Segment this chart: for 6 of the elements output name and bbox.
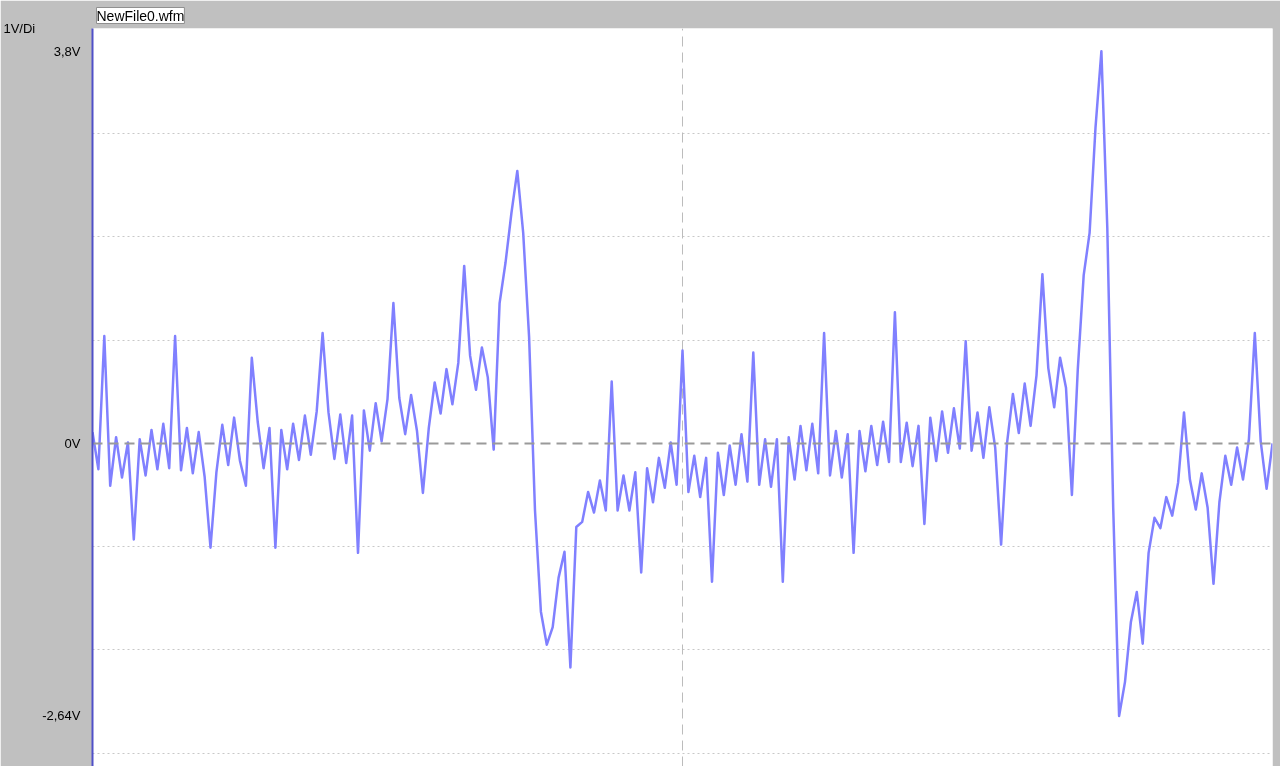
y-tick-label: 0V (64, 435, 81, 451)
chart-title: NewFile0.wfm (96, 7, 185, 24)
y-tick-label: 3,8V (53, 43, 81, 59)
y-axis-title: 1V/Di (3, 21, 36, 36)
y-tick-label: -2,64V (42, 708, 81, 724)
line-series (92, 49, 1273, 718)
